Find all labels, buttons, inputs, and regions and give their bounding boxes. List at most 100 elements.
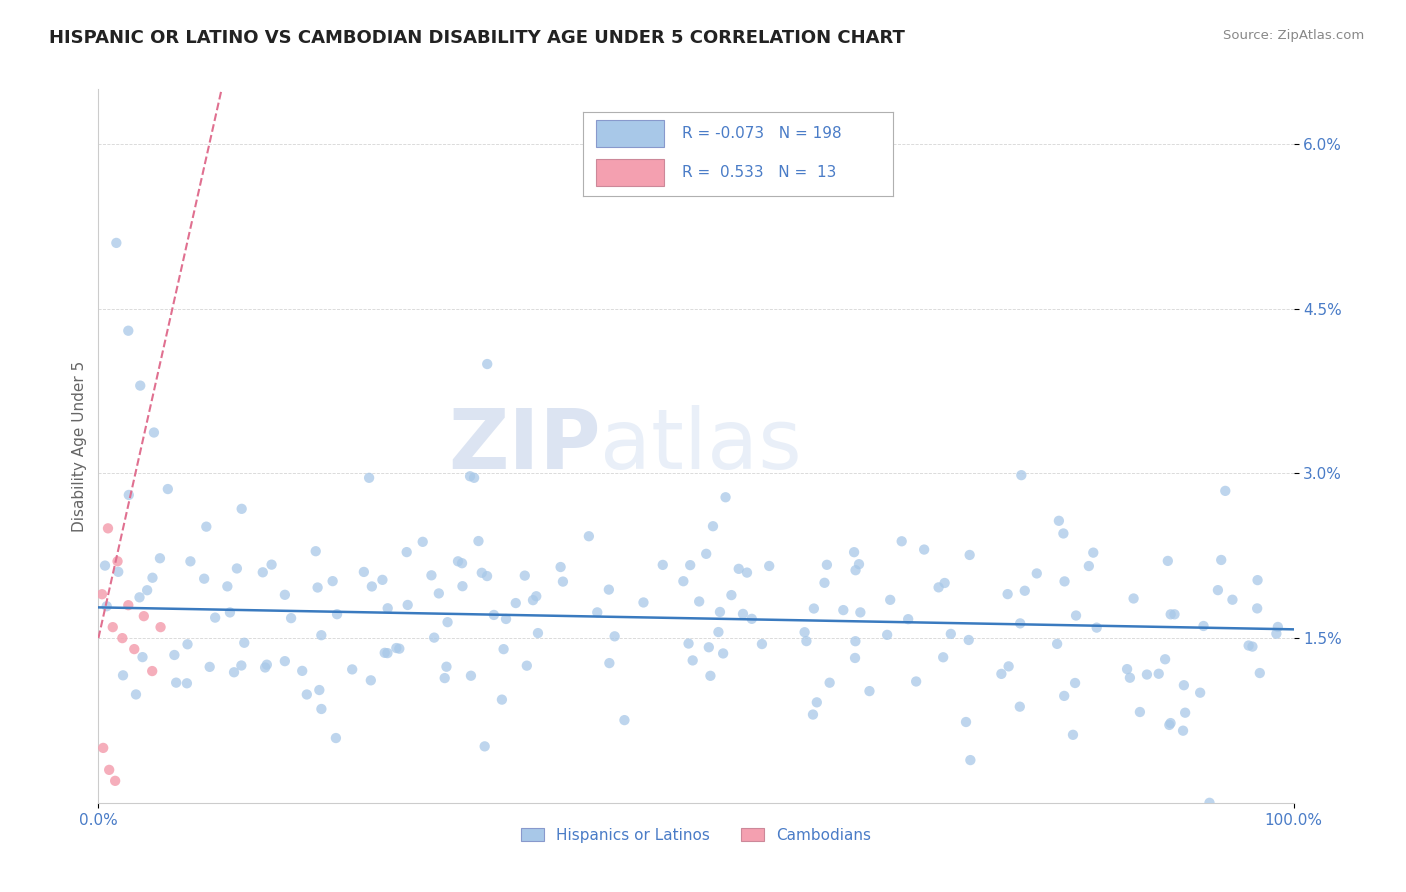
Point [697,640,720,655]
Point [412,534,434,549]
Point [1047,514,1070,528]
Point [711,647,734,661]
Point [252,566,274,580]
Point [325,731,347,745]
Point [395,545,418,559]
Point [307,581,329,595]
Point [97,521,120,535]
Bar [596,120,664,147]
Point [129,378,152,392]
Point [959,753,981,767]
Point [990,666,1012,681]
Point [707,625,730,640]
Point [132,609,155,624]
Point [678,636,700,650]
Point [176,676,198,690]
Point [1157,554,1180,568]
Point [1160,607,1182,622]
Point [360,673,382,688]
Point [527,626,550,640]
Point [176,637,198,651]
Point [699,669,721,683]
Point [806,695,828,709]
Point [254,660,277,674]
Point [586,606,609,620]
Point [107,554,129,568]
Point [688,594,710,608]
Point [912,542,935,557]
Point [260,558,283,572]
Point [256,657,278,672]
Point [204,610,226,624]
Point [1189,686,1212,700]
Point [959,548,981,562]
Point [280,611,302,625]
Point [709,605,731,619]
Point [679,558,702,573]
Point [516,658,538,673]
Point [1237,639,1260,653]
Point [163,648,186,662]
Point [672,574,695,589]
Text: HISPANIC OR LATINO VS CAMBODIAN DISABILITY AGE UNDER 5 CORRELATION CHART: HISPANIC OR LATINO VS CAMBODIAN DISABILI… [49,29,905,46]
Point [385,641,408,656]
Point [845,563,868,577]
Point [939,627,962,641]
Point [1241,640,1264,654]
Point [957,632,980,647]
Point [195,519,218,533]
Point [423,631,446,645]
Point [322,574,344,588]
Point [1083,546,1105,560]
Bar [596,159,664,186]
Point [1014,583,1036,598]
Point [801,707,824,722]
Point [1246,573,1268,587]
Point [1008,699,1031,714]
Point [149,551,172,566]
Point [467,534,489,549]
Point [128,591,150,605]
Text: R =  0.533   N =  13: R = 0.533 N = 13 [682,165,837,180]
Point [98,763,121,777]
Point [131,650,153,665]
Point [603,629,626,643]
Point [1010,616,1032,631]
Point [578,529,600,543]
Point [1211,553,1233,567]
Point [890,534,912,549]
Point [156,482,179,496]
Point [225,561,247,575]
Point [1173,678,1195,692]
Point [107,565,129,579]
Point [702,519,724,533]
Point [849,606,872,620]
Point [396,598,419,612]
Point [1171,723,1194,738]
Point [731,607,754,621]
Point [491,692,513,706]
Point [274,588,297,602]
Point [308,683,330,698]
Point [141,571,163,585]
Point [274,654,297,668]
Point [495,612,517,626]
Point [1136,667,1159,681]
Point [551,574,574,589]
Point [876,628,898,642]
Point [91,740,114,755]
Point [436,659,458,673]
Point [1052,526,1074,541]
Point [451,579,474,593]
Point [1160,716,1182,731]
Point [1265,626,1288,640]
Point [231,658,253,673]
Point [633,595,655,609]
Point [793,625,815,640]
Point [803,601,825,615]
Point [858,684,880,698]
Point [136,583,159,598]
Point [217,579,239,593]
Point [1198,796,1220,810]
Point [193,572,215,586]
